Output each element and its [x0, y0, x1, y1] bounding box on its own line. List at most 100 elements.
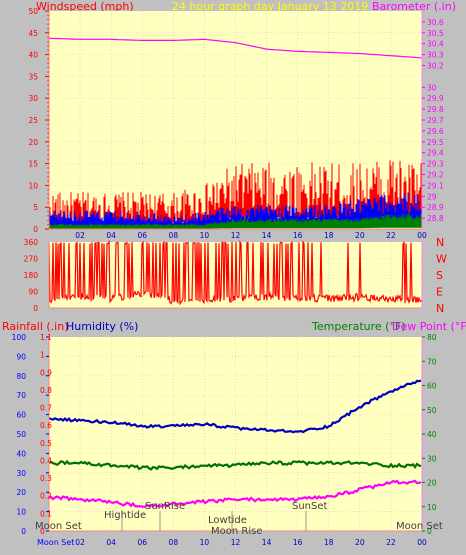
- wind-tick-label: 5: [33, 203, 38, 212]
- rainfall-tick-label: 0.2: [40, 492, 52, 501]
- barometer-tick-label: 30.3: [427, 51, 444, 60]
- temperature-axis-title: Temperature (°F): [311, 320, 406, 333]
- barometer-tick-label: 30.5: [427, 29, 444, 38]
- time-tick-label: 22: [386, 231, 396, 240]
- humidity-tick-label: 80: [16, 372, 26, 381]
- temperature-tick-label: 20: [427, 479, 437, 488]
- barometer-tick-label: 30: [427, 83, 437, 92]
- direction-tick-label: 90: [28, 288, 38, 297]
- time-tick-label: 02: [75, 231, 85, 240]
- humidity-tick-label: 60: [16, 411, 26, 420]
- compass-tick-label: W: [436, 253, 447, 266]
- time-tick-label: 08: [169, 538, 179, 547]
- wind-tick-label: 10: [28, 181, 38, 190]
- wind-tick-label: 25: [28, 116, 38, 125]
- temperature-series: [48, 459, 422, 471]
- barometer-tick-label: 29.6: [427, 127, 444, 136]
- hightide-label: Hightide: [104, 510, 146, 521]
- humidity-tick-label: 20: [16, 488, 26, 497]
- rainfall-tick-label: 0.6: [40, 421, 52, 430]
- barometer-tick-label: 29.1: [427, 181, 444, 190]
- rainfall-tick-label: 0.9: [40, 368, 52, 377]
- moonrise-label: Moon Rise: [211, 526, 262, 537]
- wind-direction-series: [48, 239, 423, 306]
- time-tick-label: 18: [324, 538, 334, 547]
- wind-tick-label: 40: [28, 51, 38, 60]
- temperature-tick-label: 80: [427, 333, 437, 342]
- time-tick-label: 10: [200, 538, 210, 547]
- direction-tick-label: 360: [24, 238, 39, 247]
- time-tick-label: 16: [293, 231, 303, 240]
- rainfall-tick-label: 0.5: [40, 439, 52, 448]
- wind-tick-label: 45: [28, 29, 38, 38]
- temperature-tick-label: 10: [427, 503, 437, 512]
- temperature-tick-label: 30: [427, 454, 437, 463]
- windspeed-axis-title: Windspeed (mph): [36, 0, 134, 13]
- direction-tick-label: 0: [33, 304, 38, 313]
- barometer-tick-label: 29.3: [427, 160, 444, 169]
- rainfall-tick-label: 0.8: [40, 386, 52, 395]
- barometer-tick-label: 28.9: [427, 203, 444, 212]
- humidity-axis-title: Humidity (%): [66, 320, 138, 333]
- wind-tick-label: 0: [33, 225, 38, 234]
- time-tick-label: 12: [231, 231, 241, 240]
- direction-tick-label: 180: [24, 271, 39, 280]
- time-tick-label: 14: [262, 231, 272, 240]
- wind-tick-label: 20: [28, 138, 38, 147]
- time-tick-label: 14: [262, 538, 272, 547]
- humidity-tick-label: 90: [16, 352, 26, 361]
- barometer-tick-label: 29.8: [427, 105, 444, 114]
- time-tick-label: 04: [106, 538, 116, 547]
- wind-tick-label: 50: [28, 7, 38, 16]
- barometer-tick-label: 30.6: [427, 18, 444, 27]
- sunrise-label: SunRise: [145, 501, 185, 512]
- compass-tick-label: N: [436, 236, 444, 249]
- barometer-tick-label: 29.9: [427, 94, 444, 103]
- time-tick-label: 04: [106, 231, 116, 240]
- barometer-tick-label: 29.7: [427, 116, 444, 125]
- rainfall-tick-label: 1: [40, 351, 45, 360]
- temperature-tick-label: 70: [427, 357, 437, 366]
- humidity-tick-label: 50: [16, 430, 26, 439]
- time-tick-label: 20: [355, 231, 365, 240]
- dewpoint-axis-title: Dew Point (°F): [392, 320, 466, 333]
- rainfall-tick-label: 0.1: [40, 509, 52, 518]
- time-tick-label: 20: [355, 538, 365, 547]
- temperature-tick-label: 0: [427, 527, 432, 536]
- barometer-tick-label: 29: [427, 192, 437, 201]
- barometer-tick-label: 29.2: [427, 171, 444, 180]
- rainfall-tick-label: 0.4: [40, 457, 52, 466]
- moonset-axis-label: Moon Set: [37, 538, 74, 547]
- time-tick-label: 12: [231, 538, 241, 547]
- wind-tick-label: 15: [28, 160, 38, 169]
- time-tick-label: 16: [293, 538, 303, 547]
- rainfall-axis-title: Rainfall (.in): [2, 320, 69, 333]
- time-tick-label: 02: [75, 538, 85, 547]
- humidity-tick-label: 100: [12, 333, 27, 342]
- sunset-label: SunSet: [292, 501, 328, 512]
- barometer-axis-title: Barometer (.in): [372, 0, 456, 13]
- temperature-tick-label: 60: [427, 382, 437, 391]
- barometer-tick-label: 30.4: [427, 40, 444, 49]
- humidity-tick-label: 70: [16, 391, 26, 400]
- barometer-series: [48, 37, 423, 59]
- temperature-tick-label: 50: [427, 406, 437, 415]
- barometer-tick-label: 29.4: [427, 149, 444, 158]
- compass-tick-label: S: [436, 269, 443, 282]
- compass-tick-label: E: [436, 286, 443, 299]
- barometer-tick-label: 28.8: [427, 214, 444, 223]
- time-tick-label: 06: [137, 538, 147, 547]
- dewpoint-series: [48, 479, 422, 509]
- time-tick-label: 10: [200, 231, 210, 240]
- lowtide-label: Lowtide: [208, 515, 247, 526]
- time-tick-label: 08: [169, 231, 179, 240]
- chart-title: 24 hour graph day January 13 2019: [172, 0, 368, 13]
- wind-tick-label: 35: [28, 72, 38, 81]
- compass-tick-label: N: [436, 302, 444, 315]
- moonset-label-right: Moon Set: [396, 521, 443, 532]
- rainfall-tick-label: 0.7: [40, 404, 52, 413]
- rainfall-tick-label: 0.3: [40, 474, 52, 483]
- direction-tick-label: 270: [24, 255, 39, 264]
- wind-tick-label: 30: [28, 94, 38, 103]
